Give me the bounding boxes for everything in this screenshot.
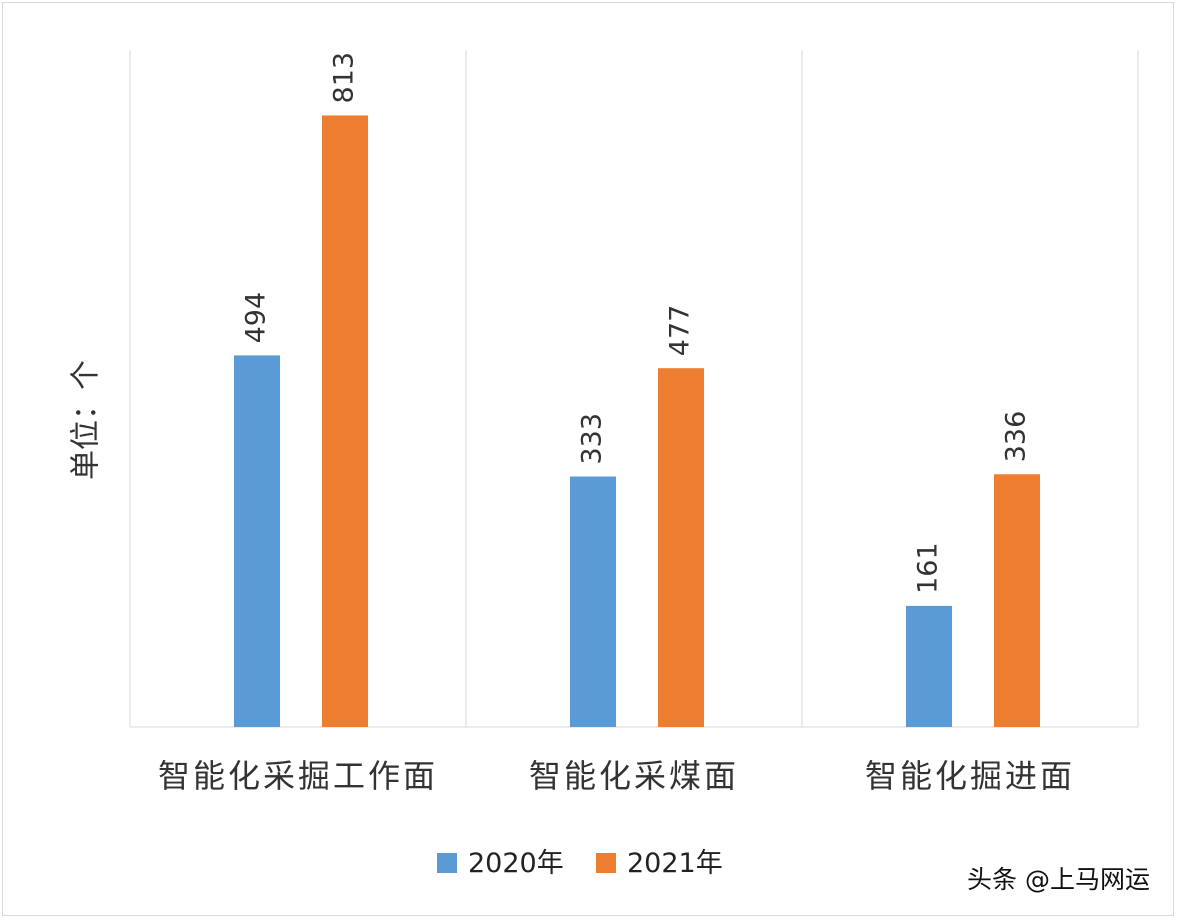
category-labels-group: 智能化采掘工作面 智能化采煤面 智能化掘进面 (158, 757, 1075, 795)
data-label-2020年-2: 161 (913, 542, 944, 594)
value-labels-group: 494 813 333 477 161 336 (241, 52, 1032, 594)
data-label-2020年-1: 333 (577, 413, 608, 465)
bar-2021年-0 (322, 115, 368, 727)
y-axis-label: 单位：个 (69, 360, 104, 480)
bar-2021年-2 (994, 474, 1040, 727)
bars-group (234, 115, 1040, 727)
data-label-2021年-1: 477 (665, 305, 696, 357)
category-label-0: 智能化采掘工作面 (158, 757, 438, 795)
legend-swatch-2021 (596, 853, 616, 873)
category-label-2: 智能化掘进面 (865, 757, 1075, 795)
data-label-2021年-2: 336 (1001, 411, 1032, 463)
legend-label-2020: 2020年 (468, 848, 564, 879)
legend: 2020年 2021年 (437, 848, 723, 879)
bar-2020年-0 (234, 355, 280, 727)
bar-2021年-1 (658, 368, 704, 727)
data-label-2021年-0: 813 (329, 52, 360, 104)
watermark-text: 头条 @上马网运 (967, 865, 1150, 894)
bar-2020年-1 (570, 476, 616, 727)
legend-label-2021: 2021年 (627, 848, 723, 879)
plot-area (129, 50, 1139, 728)
category-label-1: 智能化采煤面 (529, 757, 739, 795)
legend-swatch-2020 (437, 853, 457, 873)
data-label-2020年-0: 494 (241, 292, 272, 344)
bar-2020年-2 (906, 605, 952, 727)
